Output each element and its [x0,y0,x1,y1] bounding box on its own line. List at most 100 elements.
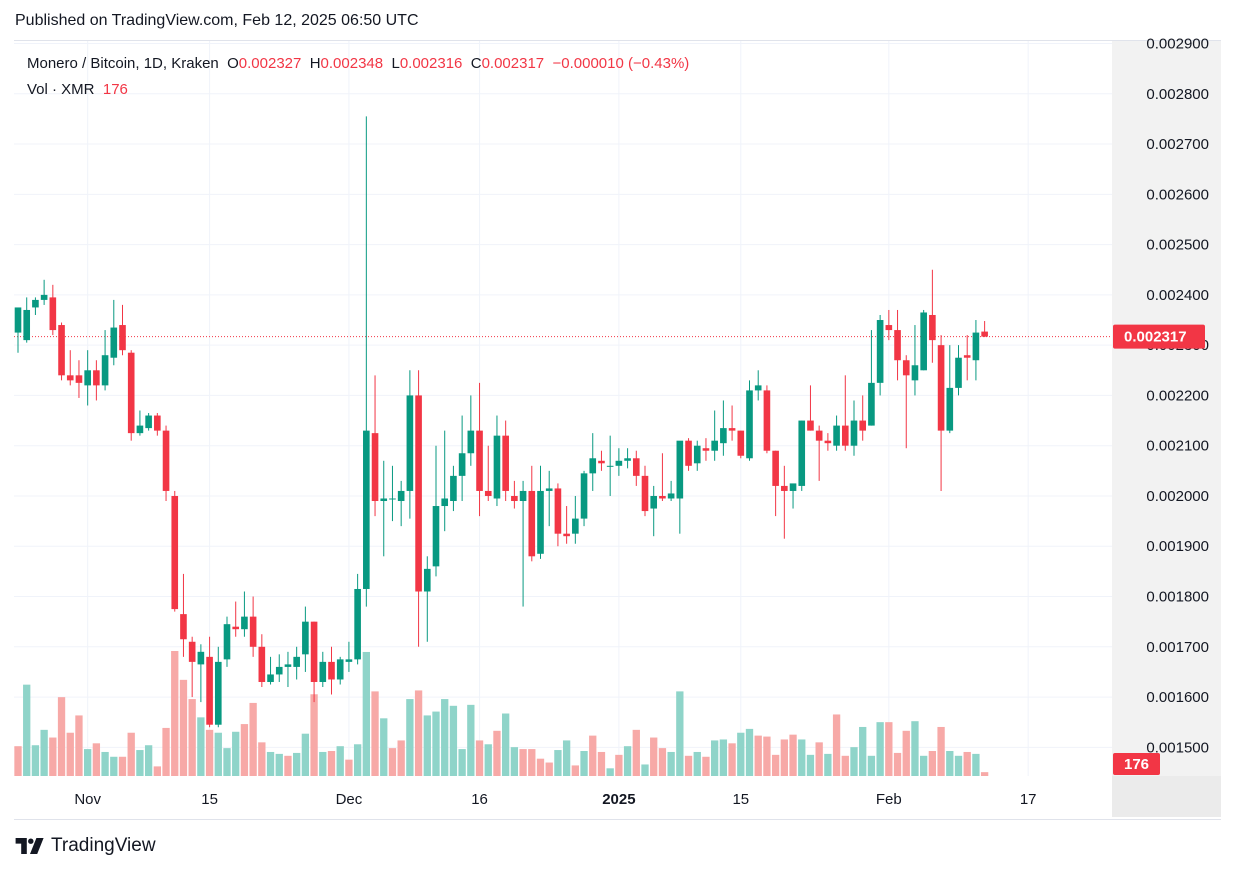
candle-body [554,488,562,534]
volume-bar [110,756,118,776]
candle [354,573,361,665]
candle [667,480,675,502]
candle-body [519,490,527,502]
legend-volume-label[interactable]: Vol · XMR [27,81,95,98]
price-axis-labels: 0.001500 0.001600 0.001700 0.001800 0.001900… [1146,36,1209,757]
candle [754,370,762,401]
candle-body [206,656,213,725]
volume-bar [423,715,431,776]
volume-bar [684,755,693,776]
candle-body [127,352,135,434]
volume-bar [719,739,728,776]
candle-body [598,460,605,464]
candle-body [502,435,509,491]
candle-body [876,320,884,383]
volume-bar [66,732,74,776]
volume-bar [240,724,249,776]
tradingview-logo-icon[interactable] [15,838,45,854]
time-axis[interactable] [14,776,1112,817]
volume-bar [75,715,83,776]
candle [476,382,483,517]
volume-bar [188,699,196,776]
volume-bar [946,751,954,776]
candle [746,380,753,461]
volume-bar [841,755,849,776]
candle [241,591,248,637]
candle-body [302,621,309,655]
candle [284,651,292,688]
volume-bar [406,699,414,776]
candle [223,616,231,667]
volume-bar [284,755,292,776]
legend-close-label: C [470,55,482,72]
candle [920,309,927,371]
candle-body [406,395,414,491]
candle-body [781,485,788,491]
candle [389,465,396,522]
candle-body [476,430,483,491]
volume-bar [867,755,876,776]
volume-bar [650,737,658,776]
candle [249,596,257,657]
candle-body [336,659,344,680]
candle-body [824,440,832,444]
candle [929,269,936,363]
candle-body [93,370,100,386]
volume-bar [972,753,980,776]
volume-bar [388,748,397,776]
volume-bar [101,751,109,776]
price-tick-label: 0.001800 [1146,589,1209,606]
volume-bar [336,746,344,776]
candle-body [728,428,736,431]
volume-bar [205,729,214,776]
price-axis[interactable] [1112,41,1221,776]
candle [267,656,274,685]
candle-body [693,445,701,464]
volume-bar [832,714,841,776]
candle-body [310,621,318,682]
time-tick-label: Dec [336,791,363,808]
candle-body [23,309,31,341]
candle-body [154,415,161,431]
candle-body [963,355,971,358]
volume-bar [571,765,579,776]
time-tick-label: 15 [732,791,749,808]
volume-bar [693,751,701,776]
candle-body [319,661,327,682]
candle [458,415,466,502]
candle [232,601,240,637]
volume-bar [554,750,562,776]
candle-body [894,330,901,361]
volume-bar [702,756,710,776]
candle [624,448,631,469]
candle [32,297,39,315]
volume-bar [249,702,257,776]
candle-body [371,433,379,502]
candle-body [40,294,48,300]
candle-body [563,533,570,537]
volume-bar [449,705,458,776]
time-axis-labels: Nov 15 Dec 16 2025 15 Feb 17 [74,791,1036,808]
volume-bar [92,743,101,776]
candle-body [450,475,457,502]
footer-brand[interactable]: TradingView [51,835,156,856]
volume-bar [676,691,684,776]
price-tick-label: 0.002400 [1146,287,1209,304]
volume-bar [397,740,405,776]
candle-body [389,498,396,500]
candle-body [667,493,675,499]
candle-body [606,465,614,467]
legend-symbol[interactable]: Monero / Bitcoin, 1D, Kraken [27,55,219,72]
volume-bar [980,772,989,776]
candle [49,284,57,336]
candle-body [293,656,300,667]
volume-bar [771,754,780,776]
candle-body [772,450,779,486]
volume-bar [49,737,57,776]
volume-bar [223,748,231,776]
volume-bar [162,727,170,776]
candle [781,465,788,539]
volume-bar [510,747,519,776]
candle [432,445,440,577]
